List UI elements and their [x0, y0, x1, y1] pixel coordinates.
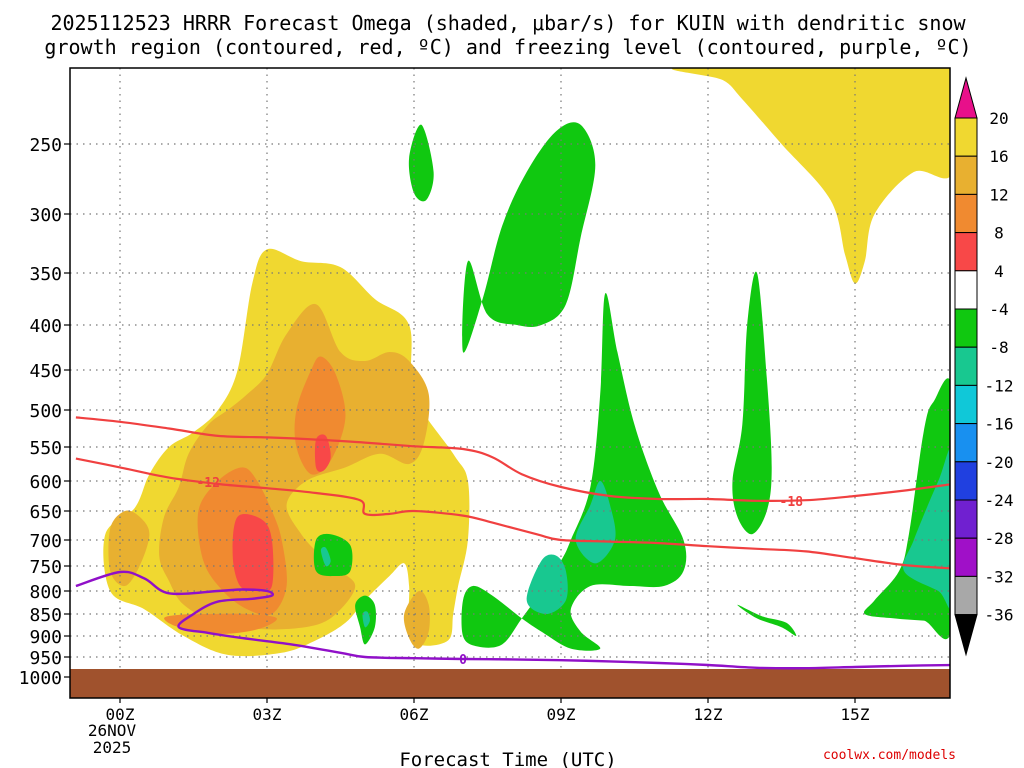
colorbar: 20 16 12 8 4 -4 -8 -12 -16 -20 -24 -28 -32 -36 — [954, 76, 1014, 657]
y-tick-label: 650 — [29, 502, 62, 523]
credit-text: coolwx.com/models — [823, 748, 956, 763]
colorbar-label: 16 — [989, 147, 1008, 166]
colorbar-bottom-arrow — [954, 614, 978, 657]
y-tick-label: 1000 — [19, 668, 62, 689]
omega-downward-8-12-B — [575, 481, 616, 564]
temp-contour-label: -12 — [196, 476, 219, 491]
plot-area: -12 -18 0 — [70, 68, 950, 698]
colorbar-bin — [954, 346, 978, 386]
freezing-level-contour — [75, 570, 950, 670]
colorbar-label: -28 — [985, 529, 1014, 548]
x-axis-title: Forecast Time (UTC) — [399, 749, 616, 768]
colorbar-bin — [954, 537, 978, 577]
omega-downward-8-12-D — [320, 547, 331, 567]
x-tick-label: 00Z — [106, 705, 135, 724]
chart-title-line1: 2025112523 HRRR Forecast Omega (shaded, … — [50, 11, 966, 35]
colorbar-label: 8 — [994, 224, 1004, 243]
y-tick-label: 250 — [29, 135, 62, 156]
omega-upward-8-12-c — [403, 590, 430, 649]
omega-downward-D — [732, 271, 772, 535]
y-tick-label: 750 — [29, 557, 62, 578]
temp-contour-lower — [75, 457, 950, 570]
omega-shading — [103, 68, 950, 657]
omega-downward-C — [461, 293, 687, 651]
omega-upward-8-12-b — [108, 510, 150, 587]
y-tick-label: 350 — [29, 264, 62, 285]
omega-downward-A — [462, 122, 596, 353]
omega-upward-12-16-b — [294, 356, 346, 475]
colorbar-label: -8 — [989, 338, 1008, 357]
colorbar-bin — [954, 423, 978, 463]
date-label-year: 2025 — [93, 738, 132, 757]
colorbar-bin — [954, 193, 978, 234]
y-tick-label: 600 — [29, 472, 62, 493]
chart-title-line2: growth region (contoured, red, ºC) and f… — [44, 35, 971, 59]
colorbar-label: -12 — [985, 376, 1014, 395]
y-tick-label: 950 — [29, 648, 62, 669]
y-tick-label: 900 — [29, 627, 62, 648]
x-tick-label: 09Z — [547, 705, 576, 724]
omega-upward-16-20-a — [232, 514, 274, 592]
colorbar-label: -4 — [989, 300, 1008, 319]
colorbar-label: 4 — [994, 262, 1004, 281]
y-tick-label: 800 — [29, 582, 62, 603]
y-tick-label: 500 — [29, 401, 62, 422]
colorbar-label: -32 — [985, 567, 1014, 586]
colorbar-bin — [954, 155, 978, 195]
colorbar-label: -36 — [985, 606, 1014, 625]
colorbar-bin — [954, 117, 978, 157]
ground-band — [70, 669, 950, 698]
x-tick-label: 03Z — [253, 705, 282, 724]
gridlines — [70, 68, 950, 698]
y-axis: 2503003504004505005506006507007508008509… — [19, 135, 70, 689]
y-tick-label: 550 — [29, 438, 62, 459]
omega-downward-8-12-C — [903, 448, 950, 609]
colorbar-bin — [954, 232, 978, 272]
colorbar-label: 20 — [989, 109, 1008, 128]
omega-upward-16-20-b — [314, 434, 331, 472]
colorbar-bin — [954, 384, 978, 425]
colorbar-bin — [954, 461, 978, 501]
contours: -12 -18 0 — [75, 416, 950, 670]
colorbar-bin — [954, 499, 978, 539]
y-tick-label: 700 — [29, 531, 62, 552]
temp-contour-upper — [75, 416, 950, 503]
x-tick-label: 12Z — [694, 705, 723, 724]
x-tick-label: 15Z — [841, 705, 870, 724]
plot-frame — [69, 67, 951, 699]
temp-contour-label: -18 — [780, 495, 804, 510]
y-tick-label: 450 — [29, 361, 62, 382]
colorbar-bin — [954, 308, 978, 348]
colorbar-label: -20 — [985, 453, 1014, 472]
colorbar-label: -16 — [985, 415, 1014, 434]
omega-downward-8-12-E — [362, 611, 370, 628]
date-label-day: 26NOV — [88, 721, 137, 740]
y-tick-label: 300 — [29, 205, 62, 226]
colorbar-label: 12 — [989, 185, 1008, 204]
ground — [70, 669, 950, 698]
omega-downward-E — [737, 604, 797, 637]
colorbar-bin — [954, 270, 978, 310]
freezing-level-label: 0 — [459, 653, 467, 668]
colorbar-label: -24 — [985, 491, 1014, 510]
y-tick-label: 400 — [29, 316, 62, 337]
colorbar-bin — [954, 575, 978, 616]
x-tick-label: 06Z — [400, 705, 429, 724]
omega-upward-4-8-top-right — [672, 68, 950, 284]
omega-downward-8-12-A — [526, 554, 568, 614]
omega-upward-12-16-c — [164, 613, 277, 634]
y-tick-label: 850 — [29, 605, 62, 626]
